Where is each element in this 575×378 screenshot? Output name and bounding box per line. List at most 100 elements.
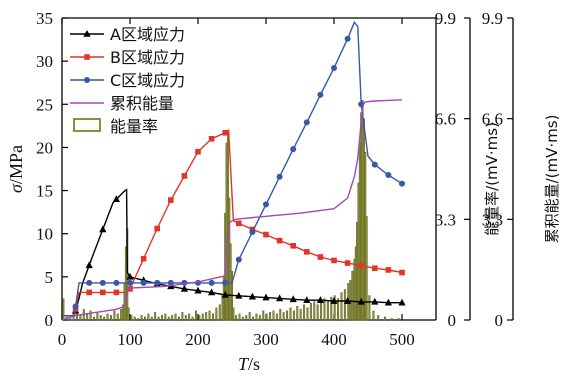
energy-rate-bar	[313, 301, 316, 321]
series-point	[222, 279, 229, 286]
y-tick-label: 15	[36, 182, 53, 201]
y3-tick-label: 3.3	[482, 210, 503, 229]
series-point	[86, 289, 92, 296]
energy-rate-bar	[177, 316, 180, 321]
series-point	[235, 291, 243, 299]
energy-rate-bar	[299, 309, 302, 321]
energy-rate-bar	[150, 316, 153, 321]
energy-rate-bar	[351, 270, 354, 321]
energy-rate-bar	[316, 304, 319, 321]
series-point	[154, 279, 161, 286]
energy-rate-bar	[248, 312, 251, 321]
series-point	[167, 279, 174, 286]
series-point	[385, 267, 392, 273]
series-point	[344, 297, 352, 304]
energy-rate-bar	[372, 310, 375, 321]
series-point	[248, 292, 256, 300]
series-point	[222, 129, 228, 136]
energy-rate-bar	[99, 315, 102, 321]
series-point	[331, 257, 337, 264]
energy-rate-bar	[140, 315, 143, 321]
energy-rate-bar	[265, 313, 268, 321]
energy-rate-bar	[116, 313, 119, 321]
series-point	[180, 284, 188, 292]
series-point	[99, 225, 107, 233]
series-point	[195, 148, 201, 155]
energy-rate-bar	[349, 280, 352, 321]
energy-rate-bar	[272, 310, 275, 321]
axis-labels: 0 100 200 300 400 500 0 5 10 15 20 25 30 35 0 3.3 6.6 9.9…	[6, 9, 561, 374]
energy-rate-bar	[92, 316, 95, 321]
energy-rate-bar	[306, 307, 309, 321]
series-line	[61, 99, 403, 321]
series-point	[194, 286, 202, 294]
energy-rate-bar	[174, 313, 177, 321]
energy-rate-bar	[86, 313, 89, 321]
y2-tick-label: 3.3	[435, 210, 456, 229]
series-point	[263, 231, 269, 238]
legend-item: B区域应力	[70, 48, 185, 67]
energy-rate-bar	[241, 316, 244, 321]
energy-rate-bar	[245, 315, 248, 321]
energy-rate-bar	[320, 299, 323, 321]
legend-label: A区域应力	[110, 25, 185, 44]
series-point	[357, 297, 365, 305]
y3-tick-label: 9.9	[482, 9, 503, 28]
y-axis-title: σ/MPa	[6, 145, 26, 193]
series-point	[140, 255, 147, 262]
series-point	[316, 296, 324, 303]
energy-rate-bar	[120, 309, 123, 321]
y3-tick-label: 6.6	[482, 110, 503, 129]
series-point	[113, 289, 120, 296]
y-tick-label: 20	[36, 138, 53, 157]
series-lines	[61, 20, 406, 321]
energy-rate-bar	[147, 313, 150, 321]
series-point	[208, 279, 215, 286]
energy-rate-bar	[279, 309, 282, 321]
x-axis-title: T/s	[238, 354, 260, 374]
energy-rate-bar	[269, 312, 272, 321]
x-tick-label: 100	[117, 330, 143, 349]
energy-rate-bar	[133, 316, 136, 321]
series-point	[235, 256, 242, 263]
y2-tick-label: 0	[448, 311, 457, 330]
series-point	[290, 146, 297, 153]
series-point	[100, 289, 106, 296]
series-point	[236, 220, 242, 227]
y3-axis-title: 累积能量/(mV·ms)	[543, 115, 561, 244]
energy-rate-bar	[282, 312, 285, 321]
energy-rate-bar	[255, 313, 258, 321]
series-point	[168, 197, 174, 203]
series-point	[385, 172, 392, 179]
series-point	[208, 136, 215, 142]
series-point	[263, 201, 269, 208]
energy-rate-bar	[235, 315, 238, 321]
energy-rate-bar	[343, 289, 346, 321]
y-tick-label: 35	[36, 9, 53, 28]
series-point	[317, 91, 324, 98]
y2-tick-label: 9.9	[435, 9, 456, 28]
energy-rate-bar	[160, 315, 163, 321]
energy-rate-bar	[337, 298, 340, 321]
y2-axis-title: 能量率/(mV·ms)	[483, 122, 501, 236]
energy-rate-bar	[340, 292, 343, 321]
energy-rate-bar	[106, 313, 109, 321]
legend-label: C区域应力	[110, 71, 185, 90]
series-point	[83, 30, 91, 37]
series-point	[154, 225, 160, 232]
series-point	[85, 261, 93, 269]
series-point	[331, 65, 337, 72]
energy-rate-bar	[208, 310, 211, 321]
energy-rate-bar	[333, 295, 336, 321]
y3-tick-label: 0	[495, 311, 504, 330]
energy-rate-bar	[238, 313, 241, 321]
energy-rate-bar	[171, 315, 174, 321]
energy-rate-bar	[127, 307, 130, 321]
series-point	[221, 290, 229, 298]
energy-rate-bar	[201, 313, 204, 321]
series-point	[249, 228, 256, 235]
series-point	[140, 279, 147, 286]
energy-rate-bars	[62, 100, 400, 321]
energy-rate-bar	[286, 310, 289, 321]
